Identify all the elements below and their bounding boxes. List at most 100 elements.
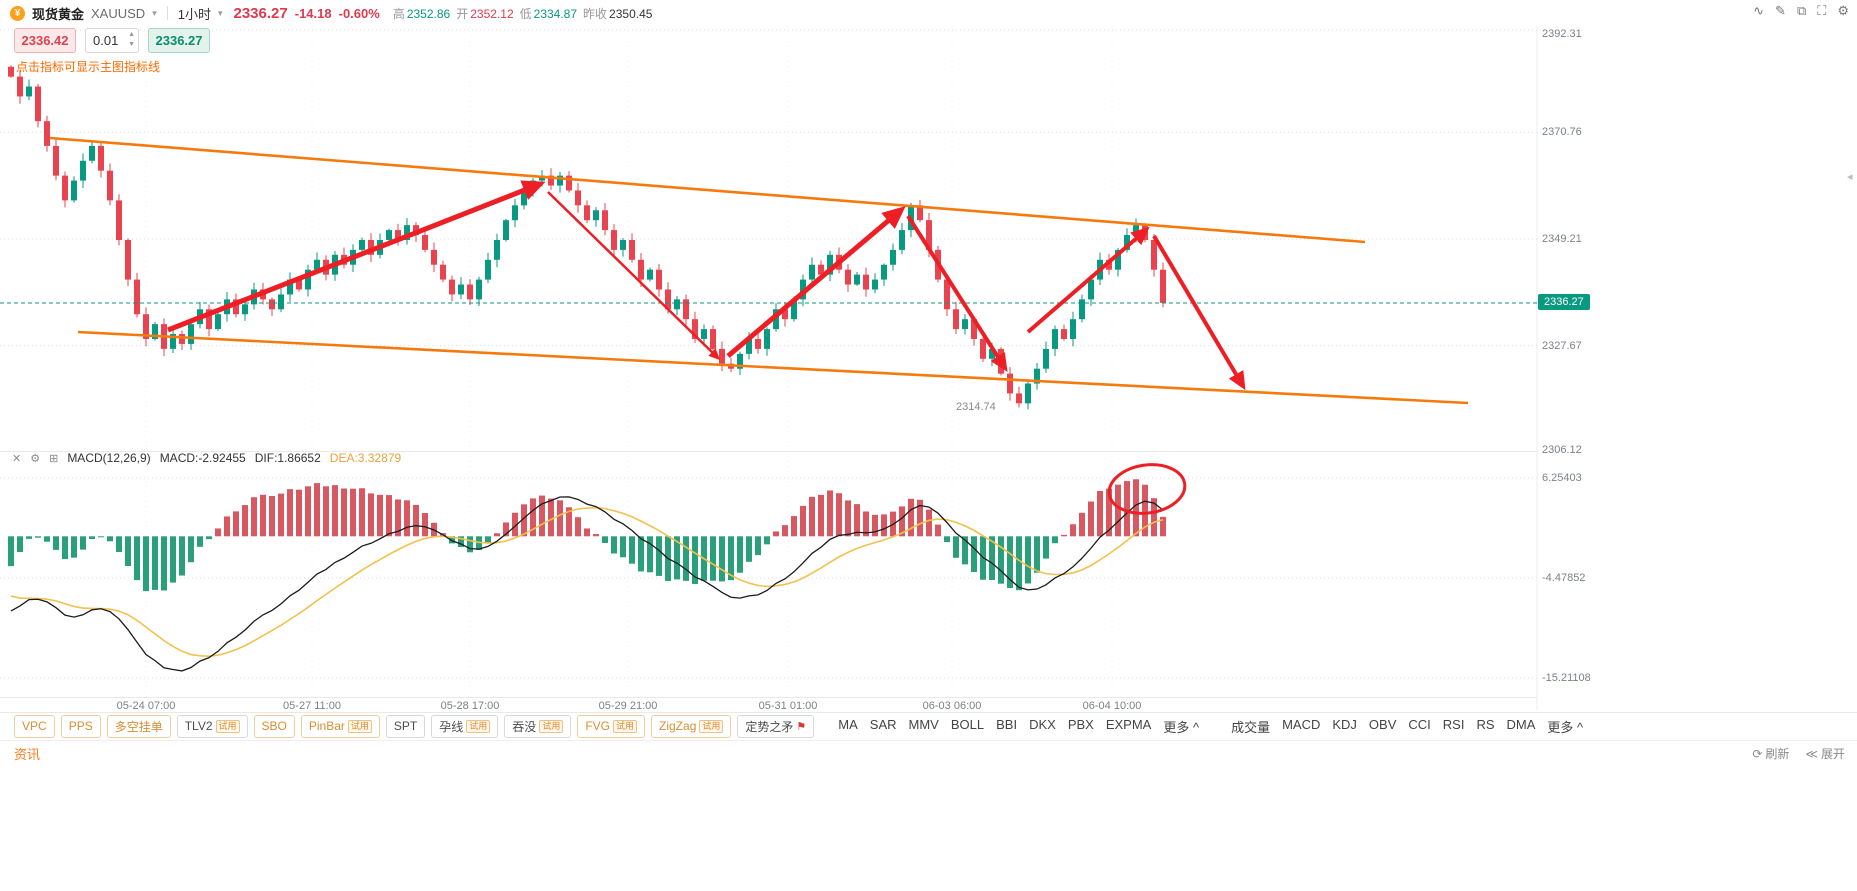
sell-button[interactable]: 2336.42 bbox=[14, 28, 76, 53]
indicator-link-BBI[interactable]: BBI bbox=[996, 716, 1018, 732]
tool-button-label: SPT bbox=[393, 719, 418, 733]
stepper-arrows-icon[interactable]: ▲ ▼ bbox=[128, 31, 135, 48]
indicator-more-link[interactable]: 更多 ^ bbox=[1163, 719, 1200, 735]
symbol-chevron-down-icon[interactable]: ▾ bbox=[152, 7, 157, 18]
footer-bar: 资讯 ⟳ 刷新 ≪ 展开 bbox=[0, 740, 1857, 763]
tool-button-SPT[interactable]: SPT bbox=[385, 714, 426, 738]
bottom-toolbar: VPC PPS 多空挂单 TLV2 试用 SBO PinBar 试用 SPT 孕线 试用 吞没 试用 FV… bbox=[0, 712, 1857, 739]
tool-button-label: ZigZag bbox=[659, 719, 697, 733]
indicator-link-MACD[interactable]: MACD bbox=[1282, 716, 1321, 732]
expand-button[interactable]: ≪ 展开 bbox=[1805, 746, 1845, 762]
trial-badge: 试用 bbox=[347, 719, 372, 733]
tool-button-SBO[interactable]: SBO bbox=[253, 714, 295, 738]
indicator-link-KDJ[interactable]: KDJ bbox=[1332, 716, 1357, 732]
gold-coin-icon: ¥ bbox=[10, 5, 25, 21]
panel-divider[interactable] bbox=[0, 451, 1537, 452]
macd-title[interactable]: MACD(12,26,9) bbox=[67, 451, 151, 465]
settings-icon[interactable]: ⚙ bbox=[1837, 3, 1849, 18]
indicator-link-RSI[interactable]: RSI bbox=[1442, 716, 1465, 732]
refresh-icon: ⟳ bbox=[1752, 746, 1763, 761]
tool-button-定势之矛[interactable]: 定势之矛 ⚑ bbox=[737, 714, 815, 738]
indicator-link-DKX[interactable]: DKX bbox=[1029, 716, 1056, 732]
quantity-value: 0.01 bbox=[93, 33, 119, 48]
footer-right: ⟳ 刷新 ≪ 展开 bbox=[1752, 745, 1845, 762]
trial-badge: 试用 bbox=[466, 719, 491, 733]
tool-button-label: PPS bbox=[68, 719, 93, 733]
layout-icon[interactable]: ⧉ bbox=[1796, 3, 1807, 18]
main-indicator-row: MA SAR MMV BOLL BBI DKX PBX EXPMA 更多 ^ bbox=[838, 717, 1199, 736]
tool-button-label: PinBar bbox=[308, 719, 345, 733]
sub-indicator-row: 成交量 MACD KDJ OBV CCI RSI RS DMA 更多 ^ bbox=[1231, 717, 1583, 736]
macd-value: MACD:-2.92455 bbox=[159, 451, 246, 465]
news-tab[interactable]: 资讯 bbox=[14, 747, 41, 762]
stat-label-3: 昨收 bbox=[583, 6, 608, 21]
indicator-link-PBX[interactable]: PBX bbox=[1067, 716, 1094, 732]
tool-button-多空挂单[interactable]: 多空挂单 bbox=[106, 714, 171, 738]
flag-icon: ⚑ bbox=[796, 720, 807, 733]
tool-button-label: SBO bbox=[261, 719, 287, 733]
divider bbox=[166, 6, 168, 20]
indicator-link-OBV[interactable]: OBV bbox=[1368, 716, 1397, 732]
indicator-link-MMV[interactable]: MMV bbox=[908, 716, 939, 732]
order-panel: 2336.42 0.01 ▲ ▼ 2336.27 bbox=[14, 28, 210, 53]
tool-buttons: VPC PPS 多空挂单 TLV2 试用 SBO PinBar 试用 SPT 孕线 试用 吞没 试用 FV… bbox=[14, 714, 815, 738]
tool-button-TLV2[interactable]: TLV2 试用 bbox=[176, 714, 248, 738]
tool-button-VPC[interactable]: VPC bbox=[14, 714, 55, 738]
indicator-link-DMA[interactable]: DMA bbox=[1506, 716, 1536, 732]
tool-button-PPS[interactable]: PPS bbox=[60, 714, 101, 738]
dif-value: DIF:1.86652 bbox=[254, 451, 321, 465]
stat-value-3: 2350.45 bbox=[609, 6, 653, 21]
quantity-stepper[interactable]: 0.01 ▲ ▼ bbox=[85, 28, 139, 53]
tool-button-label: FVG bbox=[585, 719, 610, 733]
indicator-link-RS[interactable]: RS bbox=[1476, 716, 1495, 732]
indicator-hint-text: 点击指标可显示主图指标线 bbox=[16, 60, 161, 74]
tool-button-孕线[interactable]: 孕线 试用 bbox=[431, 714, 499, 738]
tool-button-label: 孕线 bbox=[439, 719, 464, 734]
time-axis-divider bbox=[0, 697, 1537, 698]
edit-icon[interactable]: ✎ bbox=[1775, 3, 1786, 18]
interval-selector[interactable]: 1小时 bbox=[177, 6, 211, 22]
indicator-settings-icon[interactable]: ⚙ bbox=[30, 452, 41, 465]
tool-button-label: TLV2 bbox=[184, 719, 213, 733]
tool-button-label: 定势之矛 bbox=[745, 719, 794, 734]
axis-collapse-handle[interactable]: ◂ bbox=[1847, 171, 1853, 183]
last-price: 2336.27 bbox=[233, 4, 288, 22]
tool-button-FVG[interactable]: FVG 试用 bbox=[577, 714, 646, 738]
indicator-link-CCI[interactable]: CCI bbox=[1408, 716, 1431, 732]
indicator-maximize-icon[interactable]: ⊞ bbox=[49, 452, 59, 465]
trial-badge: 试用 bbox=[613, 719, 638, 733]
topbar-icons: ∿ ✎ ⧉ ⛶ ⚙ bbox=[1753, 3, 1849, 19]
trend-icon[interactable]: ∿ bbox=[1753, 3, 1765, 18]
topbar: ¥ 现货黄金 XAUUSD ▾ 1小时 ▾ 2336.27 -14.18 -0.… bbox=[0, 0, 1857, 26]
price-change: -14.18 bbox=[294, 5, 332, 21]
ohlc-stats: 高 2352.86 开 2352.12 低 2334.87 昨收 2350.45 bbox=[387, 5, 653, 22]
price-change-pct: -0.60% bbox=[338, 5, 380, 21]
tool-button-label: 吞没 bbox=[512, 719, 537, 734]
tool-button-label: VPC bbox=[22, 719, 47, 733]
trial-badge: 试用 bbox=[539, 719, 564, 733]
fullscreen-icon[interactable]: ⛶ bbox=[1817, 3, 1827, 18]
tool-button-PinBar[interactable]: PinBar 试用 bbox=[300, 714, 380, 738]
stat-value-2: 2334.87 bbox=[533, 6, 578, 21]
expand-icon: ≪ bbox=[1805, 746, 1818, 761]
indicator-link-SAR[interactable]: SAR bbox=[869, 716, 897, 732]
buy-button[interactable]: 2336.27 bbox=[148, 28, 210, 53]
indicator-link-MA[interactable]: MA bbox=[838, 716, 858, 732]
stat-label-1: 开 bbox=[456, 6, 469, 21]
tool-button-ZigZag[interactable]: ZigZag 试用 bbox=[651, 714, 732, 738]
interval-chevron-down-icon[interactable]: ▾ bbox=[217, 7, 223, 18]
dea-value: DEA:3.32879 bbox=[329, 451, 402, 465]
indicator-more-link[interactable]: 更多 ^ bbox=[1547, 719, 1584, 735]
tool-button-吞没[interactable]: 吞没 试用 bbox=[504, 714, 572, 738]
indicator-link-成交量[interactable]: 成交量 bbox=[1231, 719, 1271, 735]
symbol-code[interactable]: XAUUSD bbox=[91, 5, 146, 21]
indicator-link-EXPMA[interactable]: EXPMA bbox=[1105, 716, 1152, 732]
refresh-button[interactable]: ⟳ 刷新 bbox=[1752, 746, 1790, 762]
symbol-name[interactable]: 现货黄金 bbox=[32, 6, 85, 22]
close-indicator-icon[interactable]: ✕ bbox=[12, 452, 22, 465]
stat-value-0: 2352.86 bbox=[406, 6, 451, 21]
indicator-link-BOLL[interactable]: BOLL bbox=[950, 716, 985, 732]
